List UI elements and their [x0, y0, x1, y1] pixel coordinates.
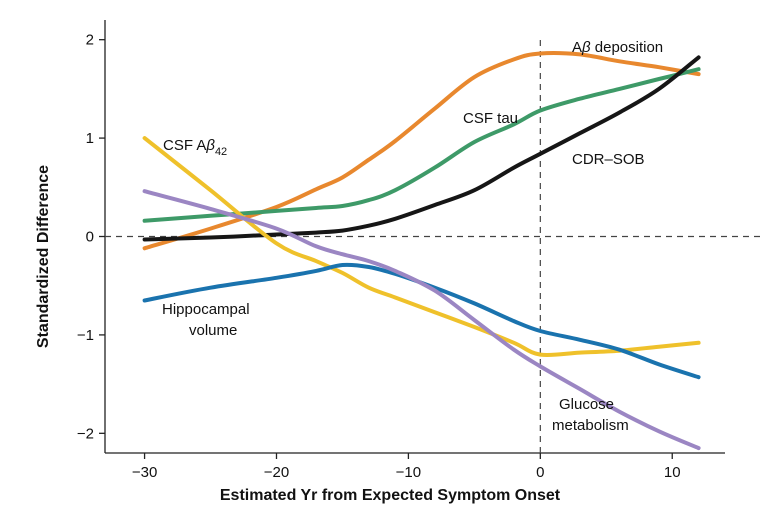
x-tick-label: 0	[536, 464, 544, 481]
series-line-cdr-sob	[142, 55, 701, 242]
x-axis-title: Estimated Yr from Expected Symptom Onset	[220, 487, 561, 504]
series-label-csf-a-beta: β	[205, 137, 215, 154]
x-tick-label: 10	[664, 464, 681, 481]
series-label-a-deposition-text-rest: deposition	[591, 39, 664, 56]
series-label-hippocampal-volume-line-1: Hippocampal	[162, 301, 250, 318]
series-label-a-deposition-beta: β	[581, 39, 591, 56]
y-tick-label: 0	[86, 229, 94, 246]
y-axis-title: Standardized Difference	[35, 165, 52, 348]
y-tick-label: 1	[86, 130, 94, 147]
series-label-a-deposition-text: A	[572, 39, 582, 56]
series-label-csf-tau-text: CSF tau	[463, 110, 518, 127]
series-line-glucose-metabolism	[142, 189, 701, 451]
series-label-csf-a-text: CSF A	[163, 137, 206, 154]
series-label-a-deposition: Aβ deposition	[572, 39, 663, 56]
series-line-csf-tau	[142, 67, 701, 223]
series-line-a-deposition	[142, 51, 701, 251]
series-layer	[142, 51, 701, 451]
series-label-cdr-sob-text: CDR–SOB	[572, 151, 645, 168]
series-line-csf-a	[142, 136, 701, 358]
series-label-cdr-sob: CDR–SOB	[572, 151, 645, 168]
series-label-glucose-metabolism-line-2: metabolism	[552, 417, 629, 434]
series-label-csf-tau: CSF tau	[463, 110, 518, 127]
x-tick-label: −20	[264, 464, 289, 481]
series-label-csf-a-subscript: 42	[215, 146, 227, 158]
series-label-glucose-metabolism-line-1: Glucose	[559, 396, 614, 413]
series-line-hippocampal-volume	[142, 262, 701, 380]
x-tick-label: −30	[132, 464, 157, 481]
y-tick-label: −1	[77, 327, 94, 344]
series-label-csf-a: CSF Aβ42	[163, 137, 227, 158]
y-tick-label: 2	[86, 32, 94, 49]
series-label-hippocampal-volume-line-2: volume	[189, 322, 237, 339]
y-tick-label: −2	[77, 425, 94, 442]
x-tick-label: −10	[396, 464, 421, 481]
